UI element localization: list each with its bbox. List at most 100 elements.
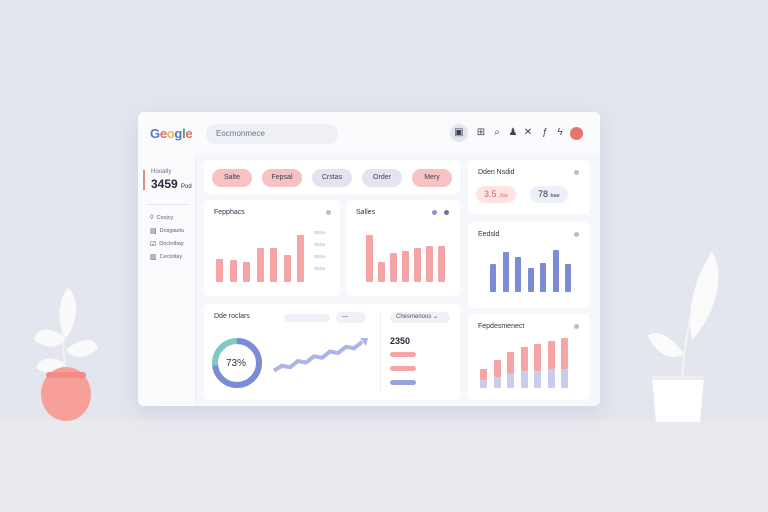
chart-bar [256,247,264,282]
chart-bar [490,264,496,292]
filter-order-button[interactable]: Order [362,169,402,187]
x-tick-mark: · [272,284,274,289]
sidebar-item-dosjpaetu[interactable]: ▤ Dosjpaetu [150,228,185,235]
trend-line-chart [272,338,368,373]
sidebar-stat-value: 3459 Pod [151,177,192,191]
x-tick-mark: · [440,284,442,289]
chart-bar [552,249,559,292]
info-icon[interactable] [574,232,579,237]
x-tick-mark: · [554,294,556,299]
sidebar-item-coojcy[interactable]: ◊ Coojcy [150,214,174,221]
sidebar-item-ceclotlay[interactable]: ▥ Ceclotlay [150,254,183,261]
message-icon[interactable]: ▣ [450,124,468,142]
x-tick-mark: · [299,284,301,289]
chart-bar [402,251,409,282]
chart-bar [216,258,223,282]
sidebar-stat-label: Hooatly [151,169,172,175]
summary-card: Dden Nsdid 3.5 Jos 78 bae [468,160,590,214]
x-tick-mark: · [218,284,220,289]
x-tick-mark: · [492,294,494,299]
filter-crstas-button[interactable]: Crstas [312,169,352,187]
x-tick-mark: · [567,294,569,299]
chart-bar [297,235,304,282]
grid-icon[interactable]: ⊞ [476,127,486,138]
progress-bar [390,352,416,357]
summary-pill-1: 3.5 Jos [476,186,516,203]
x-tick-mark: · [416,284,418,289]
y-tick-label: Sbfce [314,254,326,259]
chart-bar [390,253,397,282]
close-icon[interactable]: ✕ [523,127,533,138]
chart-bar-top [561,338,568,369]
x-tick-mark: · [245,284,247,289]
mid-bar-chart-title: Salles [356,209,376,216]
chart-bar-top [480,368,487,380]
x-tick-mark: · [504,294,506,299]
x-tick-mark: · [542,294,544,299]
info-icon[interactable] [432,210,437,215]
filter-salte-button[interactable]: Salte [212,169,252,187]
chart-bar [515,257,521,292]
sidebar-item-doclotbay[interactable]: ☑ Doclotbay [150,241,184,248]
summary-pill-2: 78 bae [530,186,568,203]
donut-line-card: Dde roclars — 73% Chesmenoos ⌄ 2350 [204,304,460,400]
stacked-bar-chart [480,336,580,388]
x-tick-mark: · [517,294,519,299]
sidebar-divider [148,204,188,205]
chart-bar [540,262,546,292]
info-icon[interactable] [326,210,331,215]
info-icon[interactable] [444,210,449,215]
search-input[interactable]: Eocmonmece [206,124,338,144]
donut-percentage: 73% [226,358,247,369]
x-tick-mark: · [380,284,382,289]
panel-divider [380,312,381,392]
chart-bar [527,268,534,292]
x-tick-mark: · [368,284,370,289]
x-tick-mark: · [232,284,234,289]
stat-total: 2350 [390,336,411,346]
period-dropdown[interactable]: — [336,312,366,323]
top-bar: Geogle Eocmonmece ▣ ⊞ ⌕ ♟ ✕ ƒ ϟ [138,112,600,154]
x-tick-mark: · [404,284,406,289]
chart-bar [565,264,571,292]
mid-bar-chart: · · · · · · · [366,228,448,289]
category-dropdown[interactable]: Chesmenoos ⌄ [390,312,450,323]
edit-icon[interactable]: ƒ [542,127,548,138]
date-range-input[interactable] [284,314,330,322]
left-bar-chart-title: Fepphacs [214,209,245,216]
filter-mery-button[interactable]: Mery [412,169,452,187]
info-icon[interactable] [574,170,579,175]
summary-card-title: Dden Nsdid [478,169,515,176]
dashboard-window: Geogle Eocmonmece ▣ ⊞ ⌕ ♟ ✕ ƒ ϟ Hooatly … [138,112,600,406]
chart-bar [378,262,385,282]
donut-slice-main [212,338,262,388]
chart-bar-top [534,343,541,372]
chart-bar [414,247,421,282]
x-tick-mark: · [428,284,430,289]
chart-bar-top [507,352,514,375]
filter-fepsal-button[interactable]: Fepsal [262,169,302,187]
x-tick-mark: · [286,284,288,289]
chart-bar [283,255,291,282]
donut-card-title: Dde roclars [214,313,250,320]
drop-icon: ◊ [150,214,154,221]
x-tick-mark: · [392,284,394,289]
logo[interactable]: Geogle [150,126,193,141]
donut-chart [212,338,262,388]
bolt-icon[interactable]: ϟ [557,127,563,138]
floor [0,420,768,512]
y-tick-label: Sbfce [314,266,326,271]
chart-bar [366,235,373,282]
left-bar-chart-card: Fepphacs Sbfce Sbfce Sbfce Sbfce · · · · · · · [204,200,340,296]
info-icon[interactable] [574,324,579,329]
left-plant-icon [34,287,98,421]
check-icon: ☑ [150,241,157,248]
chart-bar [438,246,445,282]
search-icon[interactable]: ⌕ [494,127,500,138]
progress-bar [390,366,416,371]
user-icon[interactable]: ♟ [508,127,518,138]
avatar[interactable] [570,127,583,140]
right-bar-chart: · · · · · · · [490,246,580,299]
right-bar-chart-title: Eedsld [478,231,500,238]
progress-bar [390,380,416,385]
